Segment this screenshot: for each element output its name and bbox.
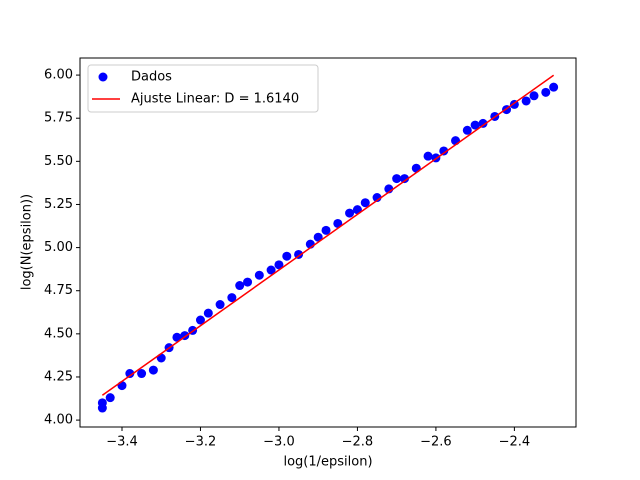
data-point (105, 393, 115, 403)
y-tick-label: 4.25 (44, 369, 73, 384)
data-point (321, 225, 331, 235)
data-point (266, 265, 276, 275)
y-tick-label: 5.50 (44, 154, 73, 169)
data-point (243, 277, 253, 287)
data-point (451, 136, 461, 146)
y-axis-label: log(N(epsilon)) (20, 194, 35, 290)
data-point (478, 118, 488, 128)
fit-line (101, 74, 555, 396)
legend-label: Ajuste Linear: D = 1.6140 (131, 92, 299, 107)
data-point (172, 332, 182, 342)
data-point (274, 260, 284, 270)
y-tick-label: 6.00 (44, 68, 73, 83)
y-tick-label: 4.50 (44, 326, 73, 341)
data-point (215, 300, 225, 310)
data-point (294, 249, 304, 259)
x-tick-label: −3.2 (185, 435, 217, 450)
data-point (439, 146, 449, 156)
data-point (423, 151, 433, 161)
data-point (411, 163, 421, 173)
x-tick-label: −2.8 (342, 435, 374, 450)
data-point (549, 82, 559, 92)
data-point (400, 174, 410, 184)
y-tick-label: 5.00 (44, 240, 73, 255)
data-point (360, 198, 370, 208)
data-point (372, 193, 382, 203)
data-point (137, 369, 147, 379)
y-tick-label: 5.25 (44, 197, 73, 212)
legend-box (87, 64, 319, 113)
data-point (470, 120, 480, 130)
x-tick-label: −2.6 (420, 435, 452, 450)
data-point (333, 218, 343, 228)
data-point (521, 96, 531, 106)
legend-label: Dados (131, 70, 172, 85)
y-tick-label: 4.00 (44, 413, 73, 428)
data-point (125, 369, 135, 379)
data-point (203, 308, 213, 318)
plot-frame (79, 57, 577, 428)
data-point (345, 208, 355, 218)
data-point (462, 125, 472, 135)
data-point (282, 251, 292, 261)
data-point (541, 87, 551, 97)
data-point (313, 232, 323, 242)
y-tick-label: 4.75 (44, 283, 73, 298)
data-point (195, 315, 205, 325)
x-tick-label: −3.4 (106, 435, 138, 450)
data-point (235, 281, 245, 291)
x-axis-label: log(1/epsilon) (283, 455, 372, 470)
data-point (254, 270, 264, 280)
data-point (392, 174, 402, 184)
x-tick-label: −3.0 (263, 435, 295, 450)
data-point (117, 381, 127, 391)
legend-marker (98, 72, 108, 82)
y-tick-label: 5.75 (44, 111, 73, 126)
data-point (97, 398, 107, 408)
data-point (148, 365, 158, 375)
x-tick-label: −2.4 (499, 435, 531, 450)
data-point (227, 293, 237, 303)
data-point (529, 91, 539, 101)
